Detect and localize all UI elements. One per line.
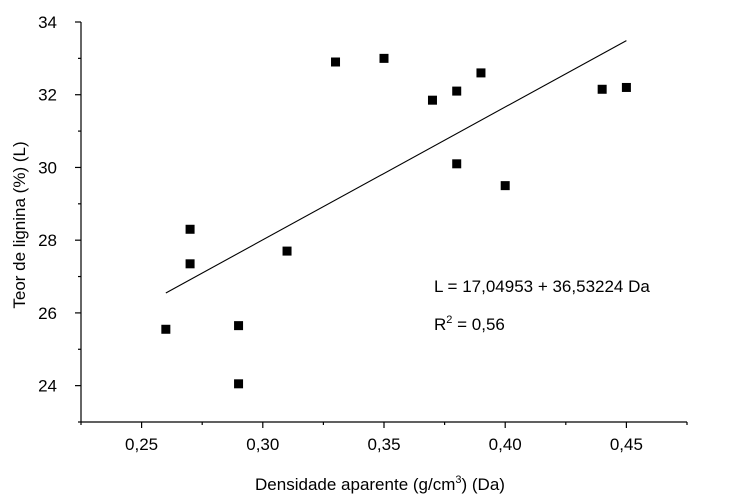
y-tick-label: 26: [38, 304, 57, 323]
data-point: [427, 95, 437, 105]
data-point: [500, 181, 510, 191]
r-squared-symbol: R: [434, 315, 446, 334]
data-points: [161, 53, 631, 389]
r-squared-superscript: 2: [446, 314, 452, 326]
x-tick-label: 0,35: [367, 435, 400, 454]
x-axis-title: Densidade aparente (g/cm3) (Da): [255, 474, 505, 494]
y-tick-label: 28: [38, 231, 57, 250]
y-tick-label: 24: [38, 377, 57, 396]
x-axis-ticks: 0,25 0,30 0,35 0,40 0,45: [80, 422, 688, 454]
y-axis-title: Teor de lignina (%) (L): [10, 141, 29, 308]
x-axis-title-superscript: 3: [455, 474, 461, 486]
y-tick-label: 30: [38, 158, 57, 177]
axes: [80, 22, 687, 423]
r-squared-label: R2 = 0,56: [434, 314, 505, 334]
data-point: [452, 86, 462, 96]
data-point: [476, 68, 486, 78]
x-tick-label: 0,30: [246, 435, 279, 454]
data-point: [234, 379, 244, 389]
data-point: [331, 57, 341, 67]
x-tick-label: 0,45: [610, 435, 643, 454]
data-point: [282, 246, 292, 256]
x-tick-label: 0,40: [489, 435, 522, 454]
y-tick-label: 34: [38, 13, 57, 32]
data-point: [161, 324, 171, 334]
data-point: [621, 82, 631, 92]
data-point: [452, 159, 462, 169]
regression-line: [165, 40, 627, 294]
x-axis-title-unit: ) (Da): [462, 475, 505, 494]
data-point: [379, 53, 389, 63]
y-axis-ticks: 24 26 28 30 32 34: [38, 13, 81, 423]
data-point: [597, 84, 607, 94]
data-point: [185, 259, 195, 269]
x-tick-label: 0,25: [125, 435, 158, 454]
data-point: [234, 321, 244, 331]
r-squared-value: = 0,56: [452, 315, 504, 334]
y-tick-label: 32: [38, 86, 57, 105]
x-axis-title-main: Densidade aparente (g/cm: [255, 475, 455, 494]
data-point: [185, 224, 195, 234]
regression-equation: L = 17,04953 + 36,53224 Da: [434, 277, 650, 296]
